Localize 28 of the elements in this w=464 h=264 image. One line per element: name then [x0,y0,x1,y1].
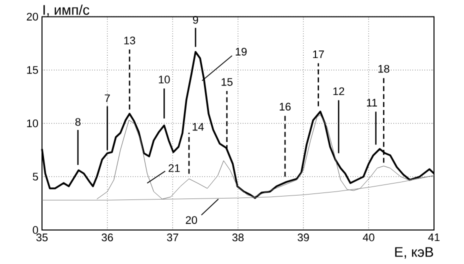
annotation: 20 [186,216,198,224]
x-tick-label: 41 [428,234,440,242]
annotation: 21 [168,164,180,172]
annotation: 11 [366,98,378,106]
x-tick-label: 37 [166,234,178,242]
y-tick-label: 15 [27,66,38,74]
annotation: 15 [222,78,233,86]
x-tick-label: 36 [102,234,113,242]
annotation: 16 [280,102,291,111]
annotation: 7 [104,94,110,102]
annotation: 17 [313,50,324,58]
y-tick-label: 0 [32,226,38,234]
annotation: 10 [158,76,170,84]
x-tick-label: 40 [362,234,374,242]
annotation: 18 [378,64,390,73]
annotation: 14 [192,123,204,131]
x-tick-label: 35 [36,234,48,242]
annotation: 12 [333,87,344,96]
y-tick-label: 20 [26,12,38,21]
annotation: 19 [236,48,247,56]
annotation: 13 [124,36,136,44]
annotation: 8 [75,118,80,126]
x-axis-title: E, кэВ [395,247,434,259]
y-tick-label: 5 [32,172,38,180]
y-tick-label: 10 [27,119,38,128]
y-axis-title: I, имп/с [43,4,90,16]
x-tick-label: 38 [232,234,244,242]
x-tick-label: 39 [298,234,309,242]
